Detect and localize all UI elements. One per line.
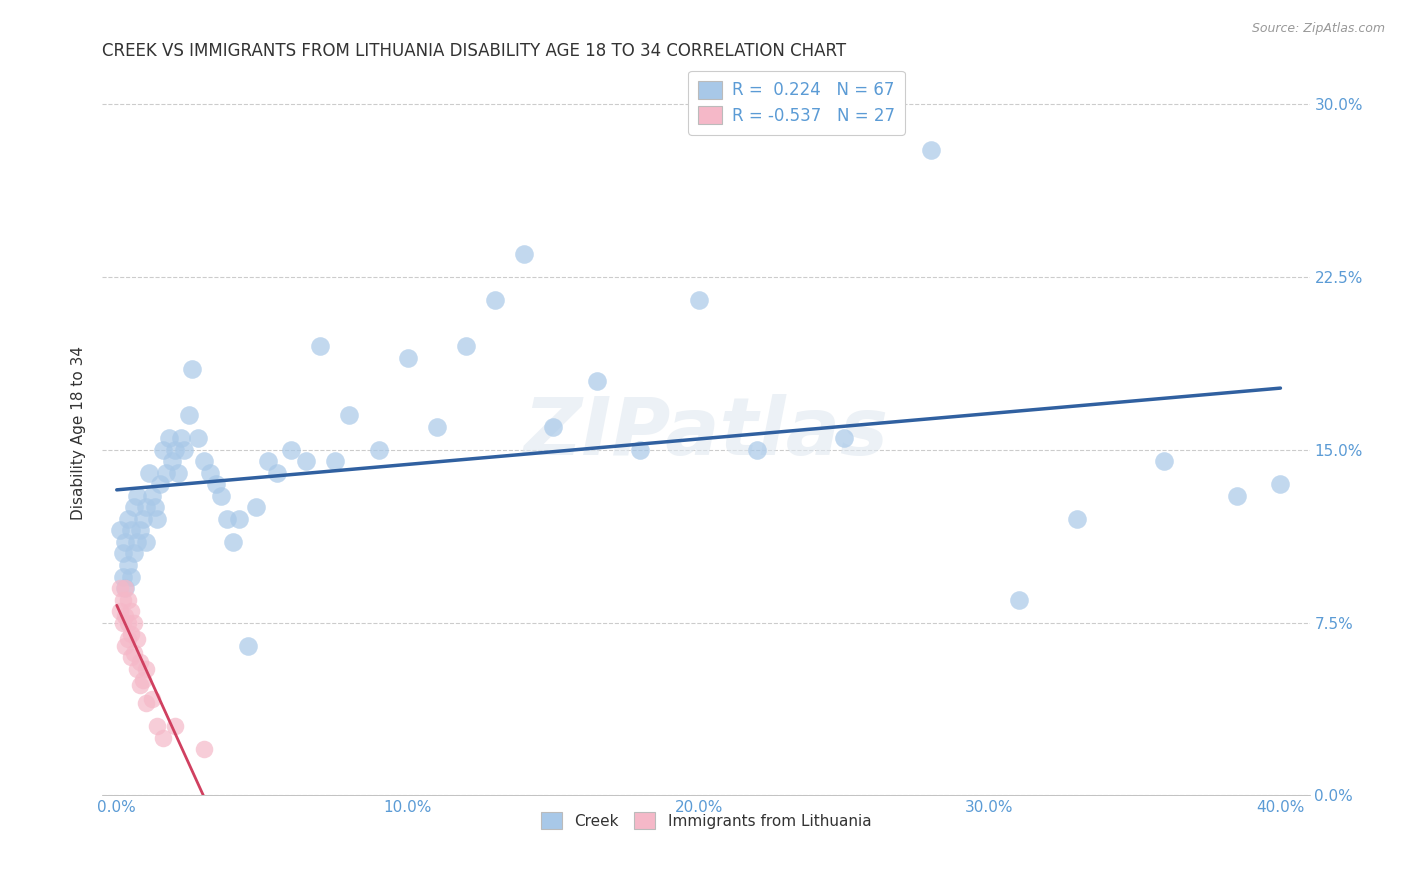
Point <box>122 546 145 560</box>
Point <box>141 691 163 706</box>
Text: CREEK VS IMMIGRANTS FROM LITHUANIA DISABILITY AGE 18 TO 34 CORRELATION CHART: CREEK VS IMMIGRANTS FROM LITHUANIA DISAB… <box>103 42 846 60</box>
Point <box>152 731 174 745</box>
Point <box>117 512 139 526</box>
Point <box>484 293 506 307</box>
Point <box>832 431 855 445</box>
Point <box>628 442 651 457</box>
Point <box>117 632 139 646</box>
Point <box>513 247 536 261</box>
Point <box>138 466 160 480</box>
Point <box>179 409 201 423</box>
Point <box>157 431 180 445</box>
Point <box>745 442 768 457</box>
Point <box>141 489 163 503</box>
Point <box>396 351 419 365</box>
Point <box>585 374 607 388</box>
Point <box>120 650 142 665</box>
Point <box>146 512 169 526</box>
Text: Source: ZipAtlas.com: Source: ZipAtlas.com <box>1251 22 1385 36</box>
Point <box>193 742 215 756</box>
Point <box>120 569 142 583</box>
Point <box>135 500 157 515</box>
Point <box>187 431 209 445</box>
Point <box>1007 592 1029 607</box>
Point <box>193 454 215 468</box>
Point <box>170 431 193 445</box>
Point <box>127 535 149 549</box>
Point <box>122 500 145 515</box>
Point <box>143 500 166 515</box>
Point <box>163 442 186 457</box>
Point <box>280 442 302 457</box>
Point <box>309 339 332 353</box>
Point <box>204 477 226 491</box>
Point <box>117 558 139 572</box>
Point <box>217 512 239 526</box>
Point <box>129 655 152 669</box>
Point <box>181 362 204 376</box>
Point <box>135 696 157 710</box>
Point <box>120 627 142 641</box>
Point <box>163 719 186 733</box>
Point <box>114 581 136 595</box>
Point <box>339 409 361 423</box>
Point <box>135 662 157 676</box>
Point <box>541 419 564 434</box>
Point <box>111 592 134 607</box>
Point <box>1153 454 1175 468</box>
Point <box>114 535 136 549</box>
Point <box>108 604 131 618</box>
Point <box>266 466 288 480</box>
Point <box>222 535 245 549</box>
Y-axis label: Disability Age 18 to 34: Disability Age 18 to 34 <box>72 345 86 519</box>
Point <box>228 512 250 526</box>
Point <box>323 454 346 468</box>
Point <box>367 442 389 457</box>
Point <box>120 524 142 538</box>
Point <box>257 454 280 468</box>
Point <box>129 524 152 538</box>
Point <box>454 339 477 353</box>
Point <box>236 639 259 653</box>
Point <box>127 662 149 676</box>
Point <box>122 646 145 660</box>
Point <box>111 569 134 583</box>
Point <box>117 615 139 630</box>
Point <box>1226 489 1249 503</box>
Point <box>1066 512 1088 526</box>
Point <box>127 632 149 646</box>
Point <box>920 143 942 157</box>
Legend: Creek, Immigrants from Lithuania: Creek, Immigrants from Lithuania <box>534 806 877 835</box>
Point <box>173 442 195 457</box>
Point <box>127 489 149 503</box>
Point <box>166 466 188 480</box>
Point <box>132 512 155 526</box>
Text: ZIPatlas: ZIPatlas <box>523 393 889 472</box>
Point <box>114 639 136 653</box>
Point <box>108 581 131 595</box>
Point <box>160 454 183 468</box>
Point <box>152 442 174 457</box>
Point <box>111 546 134 560</box>
Point <box>120 604 142 618</box>
Point <box>108 524 131 538</box>
Point <box>111 615 134 630</box>
Point <box>129 678 152 692</box>
Point <box>211 489 233 503</box>
Point <box>122 615 145 630</box>
Point <box>146 719 169 733</box>
Point <box>295 454 318 468</box>
Point <box>135 535 157 549</box>
Point <box>149 477 172 491</box>
Point <box>155 466 177 480</box>
Point <box>114 581 136 595</box>
Point <box>114 608 136 623</box>
Point <box>245 500 267 515</box>
Point <box>1270 477 1292 491</box>
Point <box>132 673 155 688</box>
Point <box>688 293 710 307</box>
Point <box>117 592 139 607</box>
Point <box>198 466 221 480</box>
Point <box>426 419 449 434</box>
